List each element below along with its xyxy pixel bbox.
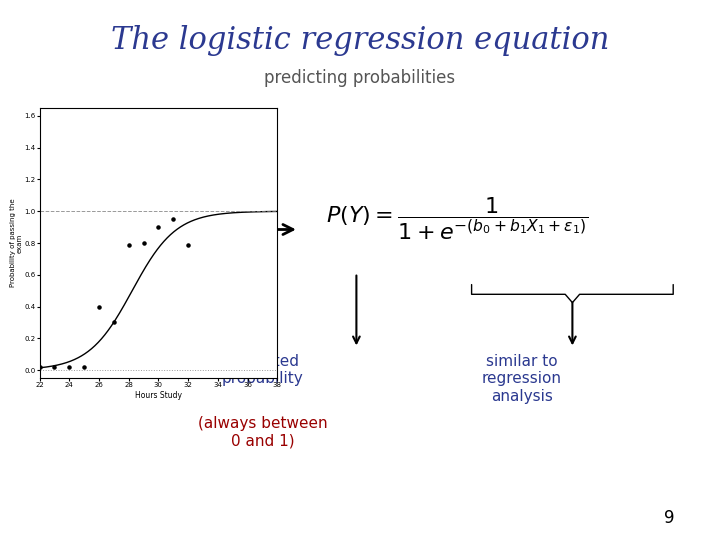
Point [49,362,60,371]
Text: similar to
regression
analysis: similar to regression analysis [482,354,562,403]
Point [63,362,75,371]
Text: 9: 9 [665,509,675,528]
Point [34,362,45,371]
Point [168,215,179,224]
Text: $P(Y) = \dfrac{1}{1+e^{-(b_0+b_1X_1+\varepsilon_1)}}$: $P(Y) = \dfrac{1}{1+e^{-(b_0+b_1X_1+\var… [326,195,588,242]
Y-axis label: Probability of passing the
exam: Probability of passing the exam [10,199,23,287]
Text: The logistic regression equation: The logistic regression equation [111,25,609,56]
X-axis label: Hours Study: Hours Study [135,391,182,400]
Point [108,318,120,327]
Point [78,362,90,371]
Point [94,302,105,311]
Point [138,239,149,247]
Text: (always between
0 and 1): (always between 0 and 1) [198,416,328,448]
Text: predicted
probability: predicted probability [222,354,304,386]
Point [123,240,135,249]
Point [182,240,194,249]
Text: predicting probabilities: predicting probabilities [264,69,456,87]
Point [153,223,164,232]
